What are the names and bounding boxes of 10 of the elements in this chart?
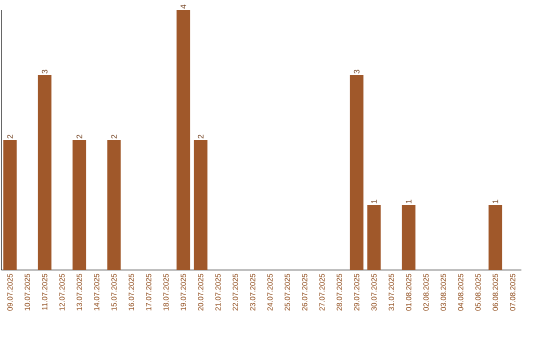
bar: [402, 205, 416, 270]
bar: [194, 140, 208, 270]
bar: [3, 140, 17, 270]
bar: [350, 75, 364, 270]
bar: [367, 205, 381, 270]
bar: [488, 205, 502, 270]
bar: [38, 75, 52, 270]
bar: [107, 140, 121, 270]
bar: [72, 140, 86, 270]
bar: [176, 10, 190, 270]
